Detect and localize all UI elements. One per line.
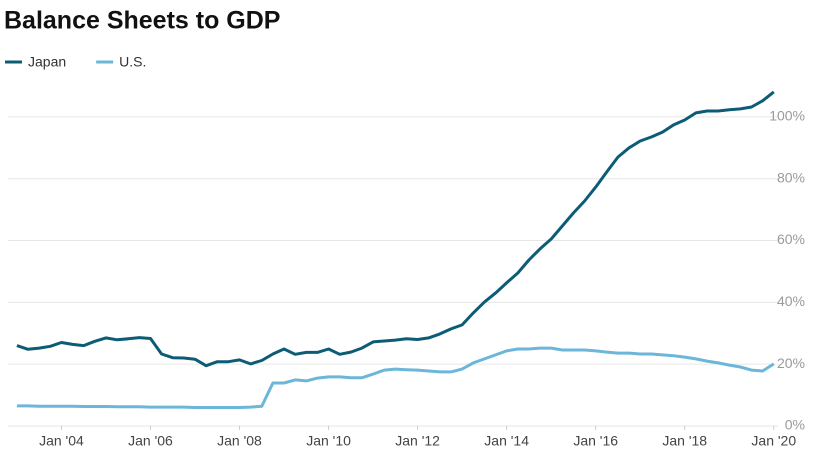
chart-title: Balance Sheets to GDP — [4, 7, 280, 35]
x-tick-label: Jan '20 — [751, 433, 796, 449]
x-tick-label: Jan '10 — [306, 433, 351, 449]
y-tick-label: 20% — [777, 355, 805, 371]
x-tick-label: Jan '08 — [217, 433, 262, 449]
x-tick-label: Jan '18 — [662, 433, 707, 449]
legend-label: Japan — [28, 54, 66, 70]
series-line — [16, 90, 775, 368]
series-line — [16, 346, 775, 409]
y-tick-label: 80% — [777, 169, 805, 185]
y-tick-label: 0% — [785, 417, 805, 433]
x-tick-label: Jan '16 — [573, 433, 618, 449]
x-tick-label: Jan '06 — [128, 433, 173, 449]
y-tick-label: 40% — [777, 293, 805, 309]
x-tick-label: Jan '14 — [484, 433, 529, 449]
y-tick-label: 100% — [769, 108, 805, 124]
x-tick-label: Jan '12 — [395, 433, 440, 449]
legend-label: U.S. — [119, 54, 146, 70]
x-tick-label: Jan '04 — [39, 433, 84, 449]
y-tick-label: 60% — [777, 231, 805, 247]
